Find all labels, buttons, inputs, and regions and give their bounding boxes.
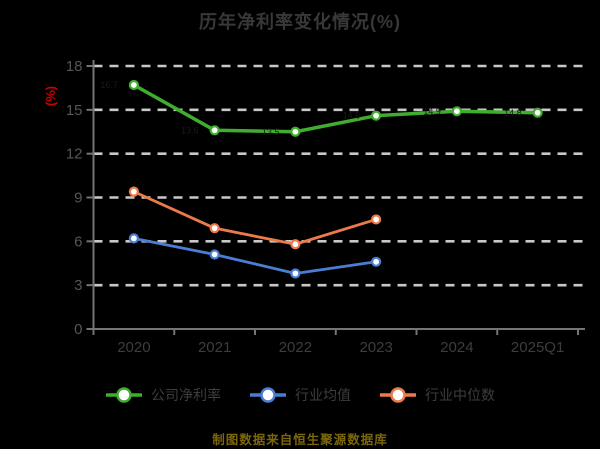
data-point-marker xyxy=(209,125,220,136)
data-point-marker xyxy=(290,239,301,250)
x-tick-label: 2024 xyxy=(440,339,473,356)
y-tick-label: 12 xyxy=(66,146,83,163)
x-tick-label: 2021 xyxy=(198,339,231,356)
data-point-marker xyxy=(128,186,139,197)
x-tick-label: 2023 xyxy=(359,339,392,356)
x-tick-label: 2020 xyxy=(117,339,150,356)
point-value-label: 16.7 xyxy=(100,80,118,90)
point-value-label: 13.6 xyxy=(181,125,199,135)
series-line xyxy=(132,237,378,275)
y-tick-label: 9 xyxy=(74,190,82,207)
x-tick-label: 2025Q1 xyxy=(511,339,564,356)
chart-title: 历年净利率变化情况(%) xyxy=(199,12,401,32)
y-tick-label: 6 xyxy=(74,233,82,250)
chart-legend: 公司净利率 行业均值 行业中位数 xyxy=(0,385,600,405)
data-point-marker xyxy=(532,107,543,118)
legend-item-label: 公司净利率 xyxy=(151,387,221,403)
point-value-label: 13.5 xyxy=(262,127,280,137)
data-point-marker xyxy=(451,106,462,117)
legend-item-industry-mean[interactable]: 行业均值 xyxy=(249,385,351,405)
legend-item-label: 行业中位数 xyxy=(425,387,495,403)
point-value-label: 14.9 xyxy=(423,106,441,116)
x-tick-label: 2022 xyxy=(279,339,312,356)
y-tick-label: 15 xyxy=(66,102,83,119)
series-line xyxy=(132,83,540,134)
y-tick-label: 18 xyxy=(66,58,83,75)
data-point-marker xyxy=(128,233,139,244)
data-point-marker xyxy=(371,256,382,267)
legend-item-industry-median[interactable]: 行业中位数 xyxy=(379,385,495,405)
y-tick-label: 0 xyxy=(74,321,82,338)
series-line xyxy=(132,190,378,246)
data-point-marker xyxy=(209,249,220,260)
data-point-marker xyxy=(209,223,220,234)
legend-line-marker-icon xyxy=(380,387,416,403)
legend-item-company-net-margin[interactable]: 公司净利率 xyxy=(105,385,221,405)
legend-line-marker-icon xyxy=(106,387,142,403)
data-point-marker xyxy=(371,214,382,225)
legend-item-label: 行业均值 xyxy=(295,387,351,403)
y-tick-label: 3 xyxy=(74,277,82,294)
legend-line-marker-icon xyxy=(250,387,286,403)
data-point-marker xyxy=(128,79,139,91)
point-value-label: 14.6 xyxy=(343,111,361,121)
data-source-caption: 制图数据来自恒生聚源数据库 xyxy=(212,433,388,447)
data-point-marker xyxy=(290,268,301,279)
data-point-marker xyxy=(290,126,301,137)
point-value-label: 14.8 xyxy=(504,108,522,118)
data-point-marker xyxy=(371,110,382,121)
